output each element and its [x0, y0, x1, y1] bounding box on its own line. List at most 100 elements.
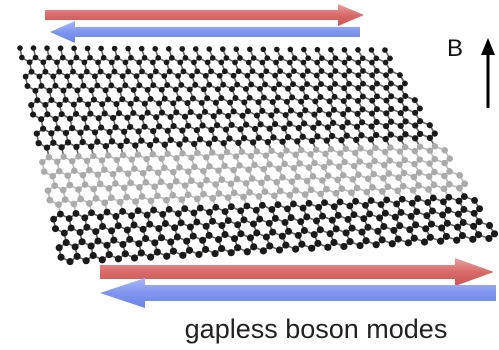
- atom: [328, 146, 334, 152]
- atom: [402, 80, 408, 86]
- atom: [233, 153, 239, 159]
- atom: [368, 123, 374, 129]
- atom: [221, 231, 228, 238]
- atom: [396, 161, 403, 168]
- atom: [163, 197, 170, 204]
- atom: [221, 163, 228, 170]
- atom: [62, 196, 69, 203]
- atom: [40, 59, 46, 65]
- atom: [406, 226, 413, 233]
- atom: [249, 175, 256, 182]
- atom: [185, 123, 191, 129]
- atom: [170, 123, 176, 129]
- atom: [241, 135, 247, 141]
- atom: [355, 171, 362, 178]
- atom: [225, 113, 231, 119]
- atom: [67, 182, 74, 189]
- atom: [150, 207, 157, 214]
- atom: [360, 68, 366, 74]
- atom: [104, 209, 111, 216]
- atom: [268, 112, 274, 118]
- atom: [232, 60, 238, 66]
- atom: [432, 143, 438, 149]
- atom: [174, 233, 181, 240]
- atom: [308, 186, 315, 193]
- atom: [122, 82, 128, 88]
- atom: [269, 229, 276, 236]
- atom: [113, 213, 120, 220]
- atom: [301, 120, 307, 126]
- atom: [217, 73, 223, 79]
- atom: [218, 222, 225, 229]
- atom: [294, 138, 300, 144]
- atom: [209, 218, 216, 225]
- atom: [259, 202, 266, 209]
- atom: [44, 45, 50, 51]
- atom: [71, 201, 78, 208]
- atom: [346, 81, 352, 87]
- atom: [68, 224, 75, 231]
- atom: [136, 59, 142, 65]
- atom: [283, 112, 289, 118]
- atom: [46, 197, 53, 204]
- atom: [98, 46, 104, 52]
- atom: [285, 228, 292, 235]
- atom: [256, 135, 262, 141]
- atom: [250, 68, 256, 74]
- atom: [338, 137, 344, 143]
- atom: [373, 241, 380, 248]
- atom: [139, 193, 146, 200]
- atom: [218, 95, 224, 101]
- atom: [216, 109, 222, 115]
- atom: [105, 96, 111, 102]
- atom: [234, 82, 240, 88]
- atom: [279, 139, 285, 145]
- atom: [383, 85, 389, 91]
- atom: [370, 171, 377, 178]
- atom: [355, 47, 361, 53]
- atom: [83, 224, 90, 231]
- atom: [389, 240, 396, 247]
- atom: [291, 165, 298, 172]
- atom: [319, 213, 326, 220]
- atom: [397, 135, 403, 141]
- atom: [441, 160, 448, 167]
- atom: [218, 60, 224, 66]
- atom: [286, 192, 293, 199]
- atom: [159, 87, 165, 93]
- atom: [427, 122, 433, 128]
- atom: [346, 203, 353, 210]
- atom: [288, 214, 295, 221]
- atom: [188, 155, 194, 161]
- atom: [344, 120, 350, 126]
- atom: [335, 212, 342, 219]
- atom: [367, 149, 373, 155]
- atom: [46, 88, 52, 94]
- atom: [94, 139, 100, 145]
- atom: [215, 236, 222, 243]
- atom: [394, 187, 401, 194]
- atom: [296, 160, 303, 167]
- atom: [314, 60, 320, 66]
- atom: [292, 187, 299, 194]
- atom: [101, 55, 107, 61]
- atom: [456, 198, 463, 205]
- atom: [476, 218, 483, 225]
- edge-arrow-right: [100, 258, 494, 286]
- atom: [177, 60, 183, 66]
- figure: B gapless boson modes: [0, 0, 499, 350]
- atom: [135, 207, 142, 214]
- atom: [263, 68, 269, 74]
- atom: [315, 204, 322, 211]
- atom: [364, 224, 371, 231]
- atom: [150, 151, 156, 157]
- atom: [383, 110, 389, 116]
- atom: [260, 60, 266, 66]
- atom: [342, 72, 348, 78]
- atom: [171, 224, 178, 231]
- atom: [381, 162, 388, 169]
- atom: [75, 186, 82, 193]
- atom: [460, 219, 467, 226]
- atom: [125, 46, 131, 52]
- atom: [202, 246, 209, 253]
